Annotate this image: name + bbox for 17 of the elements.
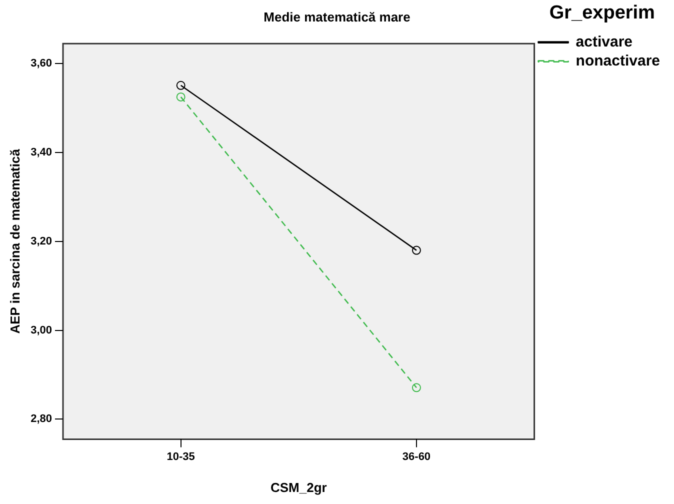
chart-title: Medie matematică mare xyxy=(264,9,410,24)
y-tick-label: 3,00 xyxy=(30,324,52,336)
y-tick-label: 3,20 xyxy=(30,235,52,248)
x-tick-label: 10-35 xyxy=(166,450,195,463)
legend-label: nonactivare xyxy=(576,52,660,70)
x-tick-label: 36-60 xyxy=(402,450,431,463)
x-axis-title: CSM_2gr xyxy=(270,480,327,495)
legend-title: Gr_experim xyxy=(549,2,655,24)
legend-label: activare xyxy=(576,33,633,50)
y-tick-label: 2,80 xyxy=(30,413,52,426)
y-axis-title: AEP in sarcina de matematică xyxy=(7,148,22,334)
point xyxy=(176,92,186,102)
point xyxy=(412,383,421,392)
y-tick-label: 3,40 xyxy=(30,146,52,159)
point xyxy=(412,246,421,255)
point xyxy=(176,80,186,90)
y-tick-label: 3,60 xyxy=(30,58,52,70)
